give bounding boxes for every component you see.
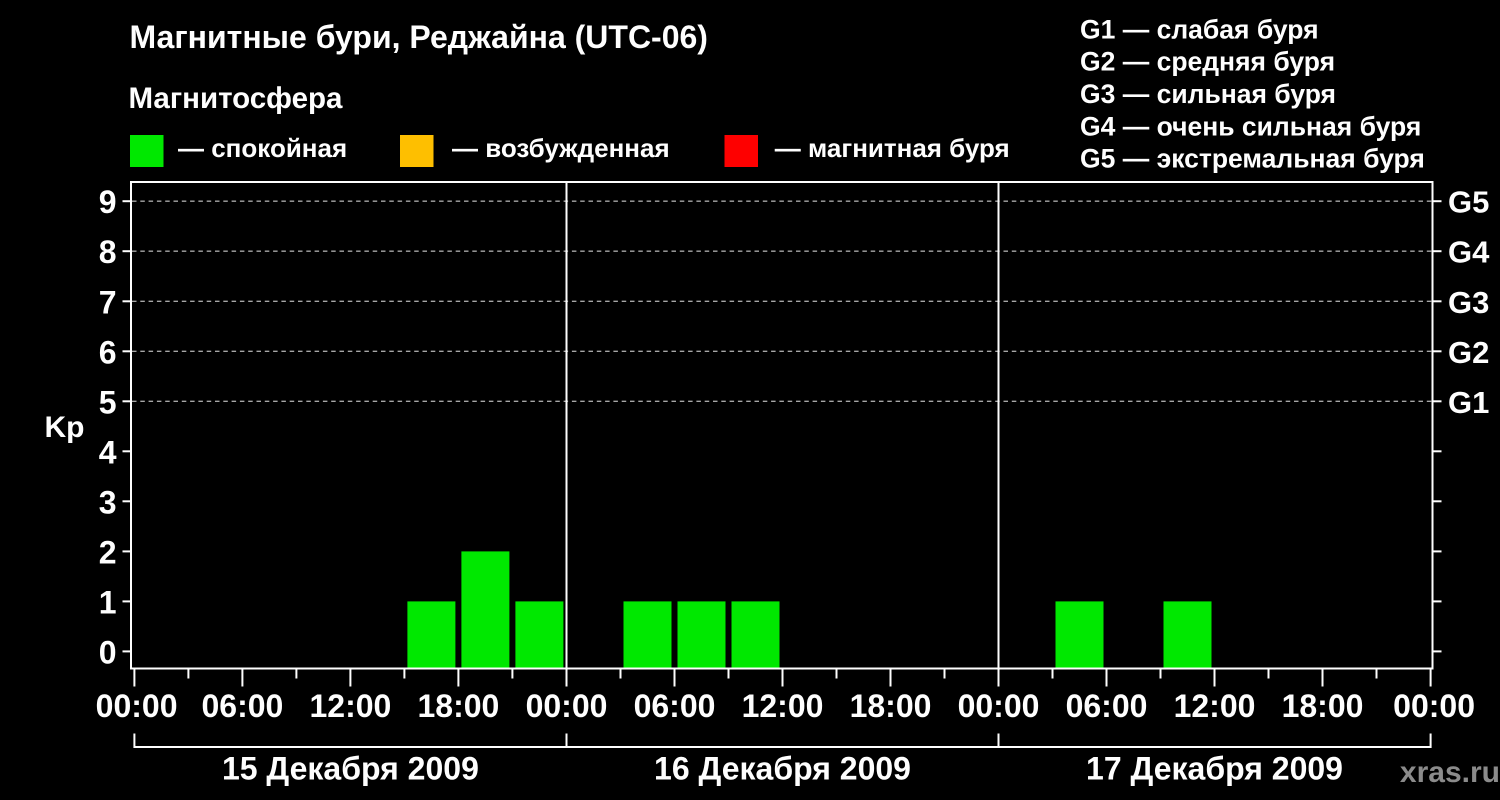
svg-text:12:00: 12:00 [1174,688,1256,724]
svg-text:G4: G4 [1448,235,1490,270]
svg-text:5: 5 [99,384,117,420]
svg-text:G1: G1 [1448,385,1489,420]
svg-text:00:00: 00:00 [1393,688,1475,724]
svg-text:4: 4 [99,434,117,470]
svg-text:G3: G3 [1448,285,1489,320]
svg-text:0: 0 [99,634,117,670]
svg-text:18:00: 18:00 [1282,688,1364,724]
svg-text:9: 9 [99,184,117,220]
svg-text:G5 — экстремальная буря: G5 — экстремальная буря [1080,144,1425,174]
svg-text:G2: G2 [1448,335,1489,370]
svg-text:Kp: Kp [45,411,85,444]
svg-text:G2 — средняя буря: G2 — средняя буря [1080,47,1335,77]
svg-text:00:00: 00:00 [526,688,608,724]
svg-text:12:00: 12:00 [309,688,391,724]
svg-text:17 Декабря 2009: 17 Декабря 2009 [1086,751,1343,787]
svg-text:18:00: 18:00 [417,688,499,724]
svg-text:Магнитные бури, Реджайна (UTC-: Магнитные бури, Реджайна (UTC-06) [130,19,708,55]
svg-text:xras.ru: xras.ru [1400,756,1500,789]
svg-text:06:00: 06:00 [634,688,716,724]
svg-text:12:00: 12:00 [742,688,824,724]
svg-text:G3 — сильная буря: G3 — сильная буря [1080,79,1336,109]
svg-text:6: 6 [99,334,117,370]
svg-text:18:00: 18:00 [850,688,932,724]
svg-text:06:00: 06:00 [201,688,283,724]
svg-text:G1 — слабая буря: G1 — слабая буря [1080,14,1319,44]
svg-text:15 Декабря 2009: 15 Декабря 2009 [222,751,479,787]
svg-text:2: 2 [99,534,117,570]
svg-text:— возбужденная: — возбужденная [452,133,670,163]
svg-text:7: 7 [99,284,117,320]
svg-text:3: 3 [99,484,117,520]
svg-text:1: 1 [99,584,117,620]
svg-text:— спокойная: — спокойная [178,133,347,163]
svg-text:G5: G5 [1448,185,1489,220]
svg-text:Магнитосфера: Магнитосфера [129,82,344,115]
svg-text:G4 — очень сильная буря: G4 — очень сильная буря [1080,111,1421,141]
svg-text:00:00: 00:00 [96,688,178,724]
svg-text:06:00: 06:00 [1066,688,1148,724]
svg-text:8: 8 [99,234,117,270]
svg-text:— магнитная буря: — магнитная буря [775,133,1010,163]
svg-text:16 Декабря 2009: 16 Декабря 2009 [654,751,911,787]
svg-text:00:00: 00:00 [958,688,1040,724]
